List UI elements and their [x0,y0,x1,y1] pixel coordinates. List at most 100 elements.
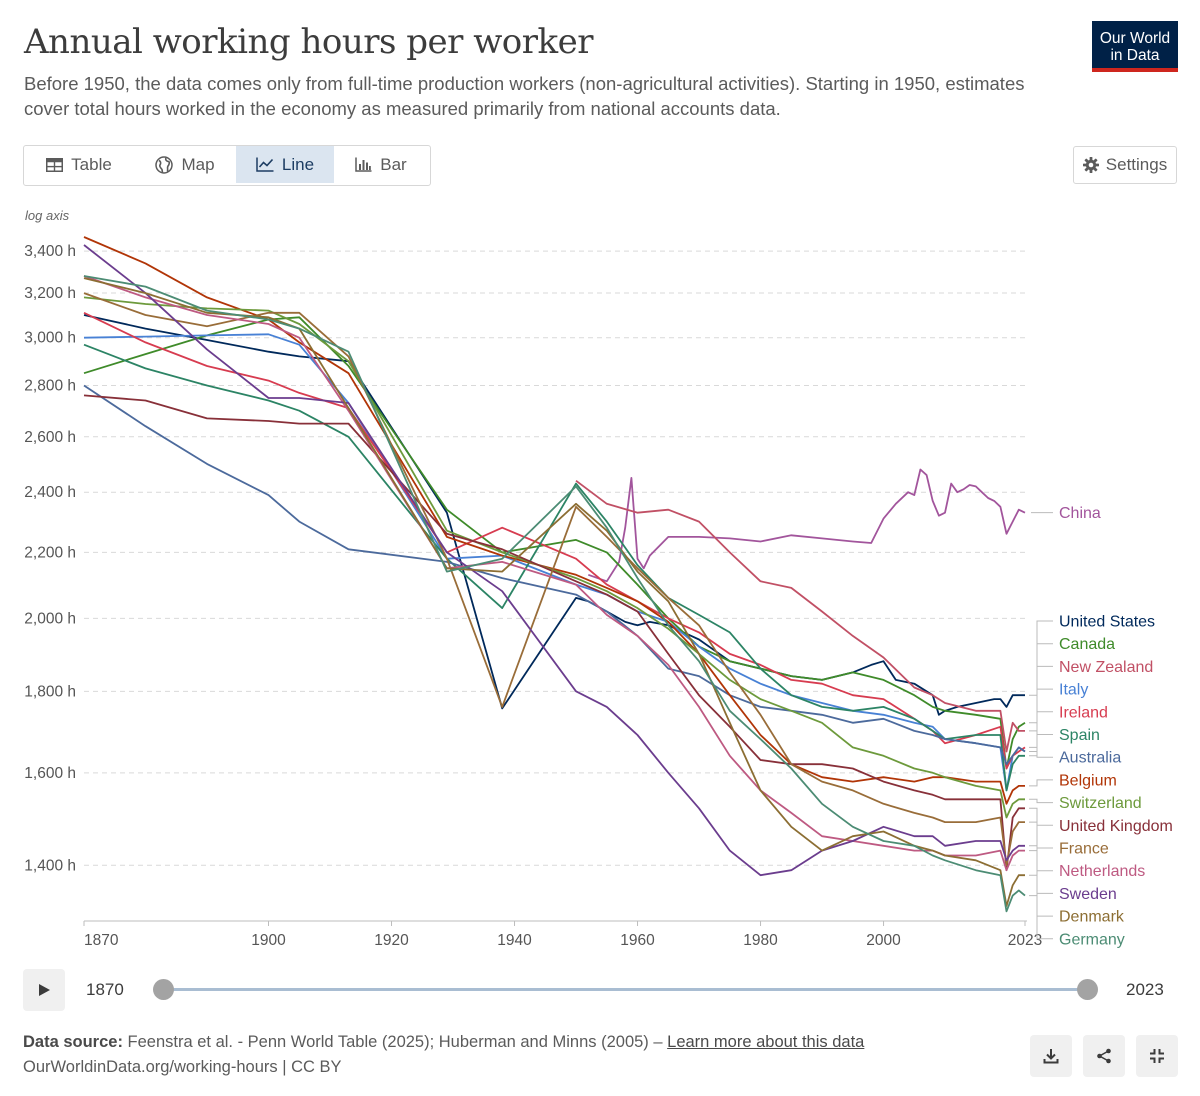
legend-label[interactable]: Italy [1059,682,1088,699]
globe-icon [155,155,174,174]
timeline-start-handle[interactable] [153,979,174,1000]
chart-tabs: Table Map Line Bar [23,145,431,186]
x-tick-label: 1940 [497,932,532,949]
owid-logo[interactable]: Our World in Data [1092,21,1178,72]
chart-title: Annual working hours per worker [24,22,594,62]
line-chart: log axis 1,400 h 1,600 h 1,800 h 2,000 h 2,2… [24,208,1173,949]
table-icon [46,157,64,172]
y-tick-label: 1,600 h [24,765,76,782]
y-tick-label: 2,600 h [24,429,76,446]
download-icon [1043,1049,1059,1064]
legend-label[interactable]: Ireland [1059,704,1108,721]
y-tick-label: 3,000 h [24,330,76,347]
legend-label[interactable]: Canada [1059,636,1115,653]
y-tick-label: 2,200 h [24,544,76,561]
x-tick-label: 1980 [743,932,778,949]
tab-bar-label: Bar [380,154,407,174]
tab-table[interactable]: Table [24,146,134,183]
timeline-start-label: 1870 [86,980,124,999]
legend-label[interactable]: Australia [1059,750,1121,767]
legend-label[interactable]: China [1059,505,1101,522]
legend-connector [1029,798,1053,804]
gear-icon [1082,157,1099,173]
exit-fullscreen-button[interactable] [1136,1035,1178,1077]
tab-map-label: Map [181,154,215,174]
y-tick-label: 2,800 h [24,377,76,394]
x-tick-label: 1870 [84,932,119,949]
logo-line-1: Our World [1099,30,1171,47]
line-chart-icon [256,157,274,172]
timeline-end-handle[interactable] [1077,979,1098,1000]
share-button[interactable] [1083,1035,1125,1077]
legend-connector [1029,850,1053,872]
source-url: OurWorldinData.org/working-hours | CC BY [23,1058,342,1076]
legend-connector [1029,751,1053,758]
play-icon [39,984,50,996]
legend-connector [1029,845,1053,894]
legend-connector [1029,665,1053,732]
legend-connector [1029,807,1053,826]
x-tick-label: 2000 [866,932,901,949]
series-line-china[interactable] [588,468,1026,583]
bar-chart-icon [355,157,372,172]
tab-table-label: Table [71,154,112,174]
y-tick-label: 3,400 h [24,243,76,260]
tab-bar[interactable]: Bar [334,146,428,183]
series-line-new-zealand[interactable] [575,479,1025,753]
series-line-denmark[interactable] [83,277,1025,907]
download-button[interactable] [1030,1035,1072,1077]
series-line-italy[interactable] [83,333,1026,792]
tab-line[interactable]: Line [236,146,334,183]
data-source: Data source: Feenstra et al. - Penn Worl… [23,1033,864,1052]
y-tick-label: 1,800 h [24,683,76,700]
settings-label: Settings [1105,155,1168,174]
legend-label[interactable]: Germany [1059,931,1125,948]
legend-label[interactable]: Sweden [1059,886,1117,903]
timeline-track[interactable] [164,988,1088,991]
series-line-canada[interactable] [83,316,1026,770]
logo-line-2: in Data [1110,47,1160,64]
legend-label[interactable]: France [1059,841,1109,858]
play-button[interactable] [23,969,65,1011]
legend-label[interactable]: United States [1059,614,1155,631]
legend-connector [1029,620,1053,696]
legend-connector [1029,711,1053,748]
series-line-germany[interactable] [83,275,1026,913]
legend-connector [1029,688,1053,752]
legend-label[interactable]: United Kingdom [1059,818,1173,835]
source-text: Feenstra et al. - Penn World Table (2025… [122,1033,668,1051]
source-label: Data source: [23,1033,123,1051]
tab-line-label: Line [281,154,315,174]
timeline-end-label: 2023 [1126,980,1164,999]
legend-connector [1029,895,1053,940]
x-tick-label: 1920 [374,932,409,949]
y-tick-label: 2,400 h [24,484,76,501]
series-line-netherlands[interactable] [83,275,1025,872]
legend-label[interactable]: Netherlands [1059,863,1145,880]
series-line-france[interactable] [83,292,1025,867]
chart-subtitle: Before 1950, the data comes only from fu… [24,73,1025,119]
legend-label[interactable]: Belgium [1059,772,1117,789]
legend-connector [1029,821,1053,849]
legend-label[interactable]: Denmark [1059,909,1125,926]
tab-map[interactable]: Map [134,146,236,183]
y-tick-label: 1,400 h [24,857,76,874]
x-tick-label: 1960 [620,932,655,949]
series-line-sweden[interactable] [83,244,1025,877]
series-line-australia[interactable] [83,384,1026,766]
series-line-switzerland[interactable] [83,296,1025,819]
legend-connector [1029,779,1053,787]
settings-button[interactable]: Settings [1073,146,1177,184]
share-icon [1097,1048,1111,1064]
legend-label[interactable]: Switzerland [1059,795,1142,812]
legend-label[interactable]: New Zealand [1059,659,1153,676]
legend-label[interactable]: Spain [1059,727,1100,744]
learn-more-link[interactable]: Learn more about this data [667,1033,865,1051]
exit-fullscreen-icon [1150,1049,1164,1063]
series-line-ireland[interactable] [83,311,1026,770]
legend-connector [1029,734,1053,757]
series-line-united-states[interactable] [83,314,1025,716]
series-line-belgium[interactable] [83,236,1025,805]
axis-note: log axis [25,208,70,223]
series-line-united-kingdom[interactable] [83,394,1025,872]
